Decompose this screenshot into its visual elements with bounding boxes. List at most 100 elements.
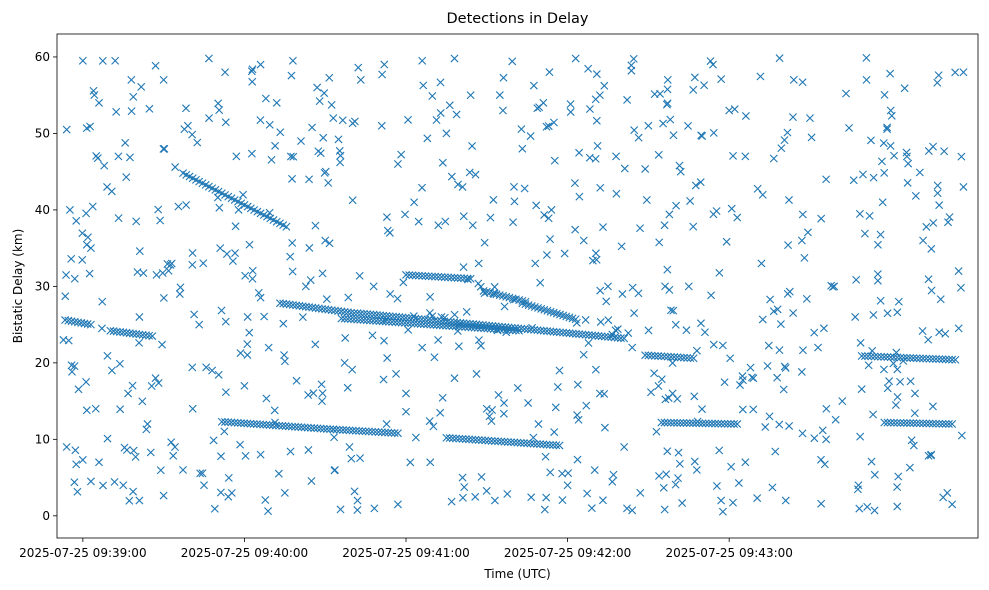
detection-marker [709,210,718,219]
detection-marker [919,236,928,245]
detection-marker [471,492,480,501]
detection-marker [434,335,443,344]
detection-marker [572,318,581,327]
track-marker [447,273,456,282]
track-marker [860,352,869,361]
detection-marker [692,346,701,355]
track-marker [128,329,137,338]
detection-marker [617,242,626,251]
detection-marker [131,452,140,461]
detection-marker [221,317,230,326]
detection-marker [313,83,322,92]
detection-marker [903,178,912,187]
detection-marker [445,101,454,110]
detection-marker [634,289,643,298]
detection-marker [527,493,536,502]
detection-marker [336,505,345,514]
detection-marker [671,480,680,489]
detection-marker [436,108,445,117]
track-marker [472,320,481,329]
detection-marker [428,312,437,321]
detection-marker [599,223,608,232]
track-marker [912,354,921,363]
detection-marker [945,213,954,222]
track-marker [471,435,480,444]
detection-marker [928,402,937,411]
track-marker [686,354,695,363]
detection-marker [570,179,579,188]
track-marker [279,299,288,308]
detection-marker [265,208,274,217]
detection-marker [870,470,879,479]
detection-marker [636,224,645,233]
detection-marker [397,150,406,159]
detection-marker [654,150,663,159]
detection-marker [805,114,814,123]
detection-marker [254,288,263,297]
detection-marker [775,54,784,63]
detection-marker [592,255,601,264]
detection-marker [466,91,475,100]
track-marker [298,302,307,311]
detection-marker [190,310,199,319]
detection-marker [851,312,860,321]
track-marker [294,423,303,431]
track-marker [669,418,678,427]
track-marker [414,271,423,280]
track-marker [938,355,947,364]
detection-marker [553,383,562,392]
detection-marker [893,308,902,317]
detection-marker [301,282,310,291]
detection-marker [542,250,551,259]
track-marker [730,419,739,428]
detection-marker [477,472,486,481]
track-marker [138,330,147,339]
detection-marker [402,389,410,398]
detection-marker [74,385,83,394]
track-marker [318,304,326,313]
detection-marker [612,189,621,198]
track-marker [265,421,274,430]
track-marker [555,328,564,337]
detection-marker [116,405,125,414]
track-marker [559,328,568,337]
detection-marker [100,161,109,170]
detection-marker [169,451,178,460]
track-marker [542,440,551,449]
detection-marker [596,183,605,192]
detection-marker [838,397,847,406]
detection-marker [438,158,447,167]
detection-marker [494,390,503,399]
detection-marker [733,213,742,222]
track-marker [883,353,892,362]
detection-marker [535,103,544,112]
track-marker [545,440,554,449]
track-marker [326,425,335,434]
detection-marker [726,354,735,363]
detection-marker [669,306,678,315]
detection-marker [402,407,411,416]
detection-marker [948,500,957,509]
detection-marker [171,163,180,172]
detection-marker [327,100,336,109]
track-marker [517,324,526,333]
detection-marker [304,445,313,454]
track-marker [337,314,346,323]
track-marker [300,423,309,432]
detection-marker [566,108,575,117]
detection-marker [885,377,894,386]
detection-marker [907,436,916,445]
track-marker [604,332,613,341]
track-marker [284,422,293,431]
detection-marker [86,122,95,131]
detection-marker [785,421,794,430]
detection-marker [217,452,225,461]
detection-marker [776,320,785,329]
detection-marker [753,184,762,193]
detection-marker [664,393,673,402]
track-marker [311,303,320,312]
detection-marker [70,478,79,487]
detection-marker [243,312,252,321]
x-tick-label: 2025-07-25 09:41:00 [342,546,469,560]
track-marker [704,419,713,428]
